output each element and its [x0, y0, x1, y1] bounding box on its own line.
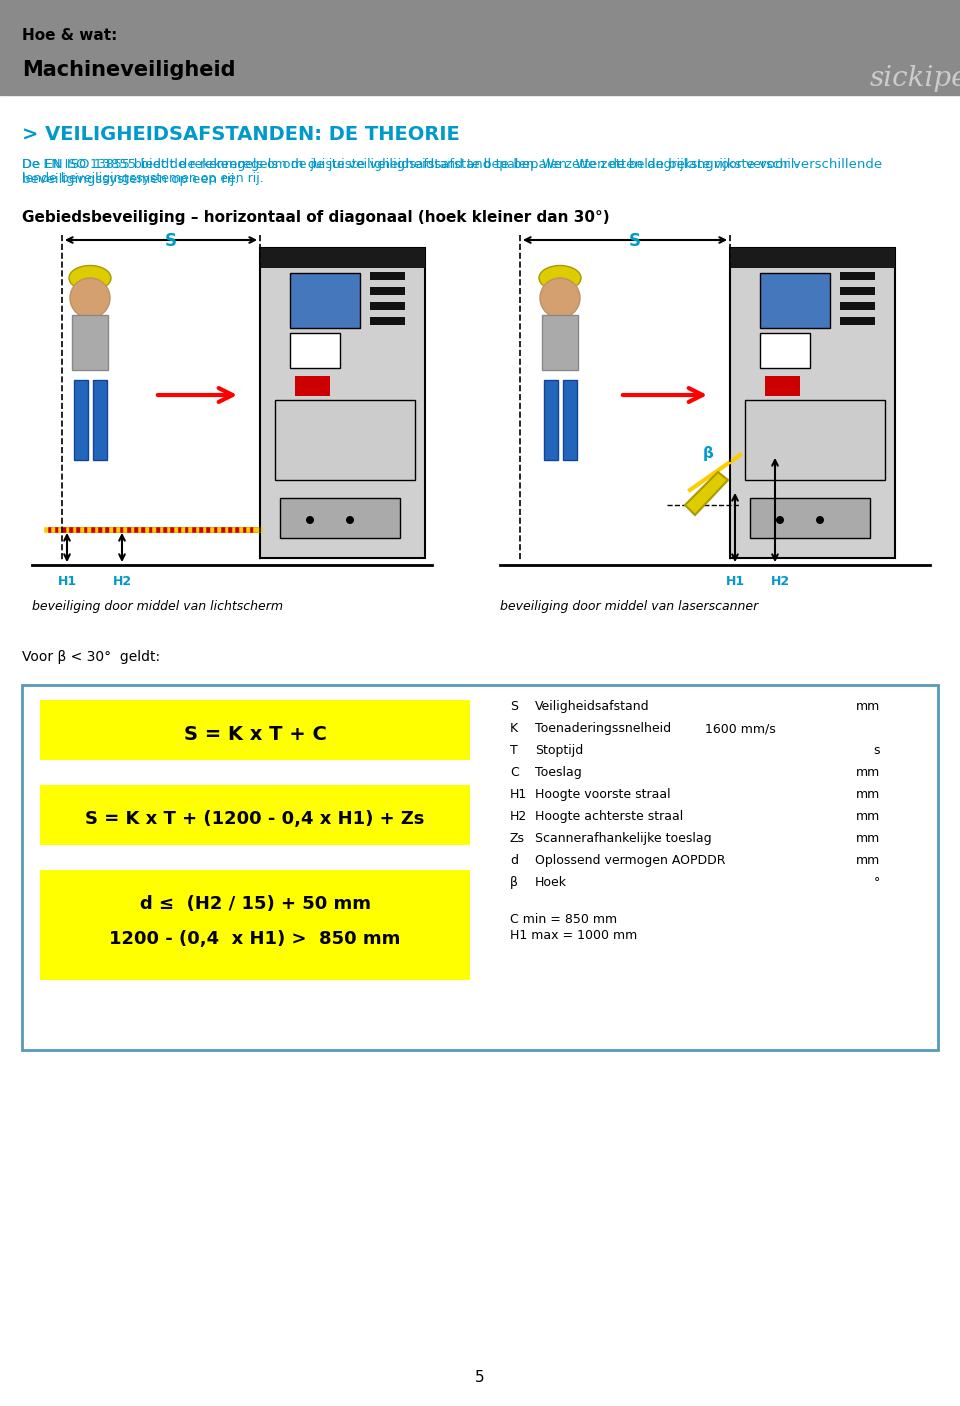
Bar [563, 380, 577, 460]
Bar [370, 302, 405, 309]
Text: C min = 850 mm: C min = 850 mm [510, 912, 617, 927]
Circle shape [346, 516, 354, 524]
Text: Hoogte achterste straal: Hoogte achterste straal [535, 810, 684, 823]
Text: De EN ISO 13855 biedt de rekenregels om de juiste veiligheidsafstand te bepalen.: De EN ISO 13855 biedt de rekenregels om … [22, 157, 799, 172]
Text: mm: mm [855, 853, 880, 868]
Bar [840, 302, 875, 309]
Text: Oplossend vermogen AOPDDR: Oplossend vermogen AOPDDR [535, 853, 726, 868]
Text: mm: mm [855, 832, 880, 845]
Bar [840, 271, 875, 280]
Bar [280, 498, 400, 538]
Text: Hoogte voorste straal: Hoogte voorste straal [535, 787, 671, 801]
Bar [542, 315, 578, 370]
Ellipse shape [69, 266, 111, 291]
Text: Zs: Zs [510, 832, 525, 845]
Bar [370, 316, 405, 325]
Circle shape [816, 516, 824, 524]
Text: 1600 mm/s: 1600 mm/s [705, 723, 776, 735]
Bar [370, 287, 405, 295]
Bar [295, 375, 330, 396]
Bar [370, 271, 405, 280]
Bar [760, 273, 830, 328]
Text: °: ° [874, 876, 880, 889]
Text: lende beveiligingssystemen op een rij.: lende beveiligingssystemen op een rij. [22, 172, 264, 186]
Bar [40, 870, 470, 980]
Text: Voor β < 30°  geldt:: Voor β < 30° geldt: [22, 650, 160, 664]
Text: S: S [510, 700, 518, 713]
FancyBboxPatch shape [22, 685, 938, 1050]
Text: mm: mm [855, 810, 880, 823]
Bar [544, 380, 558, 460]
Circle shape [70, 278, 110, 318]
Text: > VEILIGHEIDSAFSTANDEN: DE THEORIE: > VEILIGHEIDSAFSTANDEN: DE THEORIE [22, 125, 460, 143]
Text: S = K x T + C: S = K x T + C [183, 725, 326, 744]
Text: s: s [874, 744, 880, 756]
Text: d ≤  (H2 / 15) + 50 mm: d ≤ (H2 / 15) + 50 mm [139, 896, 371, 912]
Bar [40, 700, 470, 761]
Text: mm: mm [855, 787, 880, 801]
Bar [290, 333, 340, 368]
Text: 5: 5 [475, 1369, 485, 1385]
Bar [260, 247, 425, 558]
Bar [730, 247, 895, 269]
Bar [290, 273, 360, 328]
Text: H1: H1 [58, 575, 77, 588]
Bar [0, 0, 960, 96]
Text: β: β [703, 446, 714, 461]
Text: H2: H2 [510, 810, 527, 823]
Bar [745, 399, 885, 479]
Circle shape [540, 278, 580, 318]
Text: H1: H1 [510, 787, 527, 801]
Bar [760, 333, 810, 368]
Text: Stoptijd: Stoptijd [535, 744, 584, 756]
Text: C: C [510, 766, 518, 779]
Text: beveiliging door middel van laserscanner: beveiliging door middel van laserscanner [500, 600, 758, 613]
Text: d: d [510, 853, 518, 868]
Text: De EN ISO 13855 biedt de rekenregels om de juiste veiligheidsafstand te bepalen.: De EN ISO 13855 biedt de rekenregels om … [22, 157, 882, 186]
Text: Gebiedsbeveiliging – horizontaal of diagonaal (hoek kleiner dan 30°): Gebiedsbeveiliging – horizontaal of diag… [22, 209, 610, 225]
Text: Veiligheidsafstand: Veiligheidsafstand [535, 700, 650, 713]
Text: S: S [165, 232, 177, 250]
Text: Toenaderingssnelheid: Toenaderingssnelheid [535, 723, 671, 735]
Text: 1200 - (0,4  x H1) >  850 mm: 1200 - (0,4 x H1) > 850 mm [109, 929, 400, 948]
Text: Scannerafhankelijke toeslag: Scannerafhankelijke toeslag [535, 832, 711, 845]
Text: H1 max = 1000 mm: H1 max = 1000 mm [510, 929, 637, 942]
Bar [730, 247, 895, 558]
Text: Machineveiligheid: Machineveiligheid [22, 60, 235, 80]
Text: mm: mm [855, 766, 880, 779]
Circle shape [306, 516, 314, 524]
Bar [750, 498, 870, 538]
Text: H2: H2 [771, 575, 789, 588]
Bar [93, 380, 107, 460]
Text: H2: H2 [112, 575, 132, 588]
Text: K: K [510, 723, 518, 735]
Text: S = K x T + (1200 - 0,4 x H1) + Zs: S = K x T + (1200 - 0,4 x H1) + Zs [85, 810, 424, 828]
Bar [74, 380, 88, 460]
Text: beveiliging door middel van lichtscherm: beveiliging door middel van lichtscherm [32, 600, 283, 613]
Text: T: T [510, 744, 517, 756]
Bar [275, 399, 415, 479]
Bar [72, 315, 108, 370]
Ellipse shape [539, 266, 581, 291]
Bar [840, 287, 875, 295]
Circle shape [776, 516, 784, 524]
Text: mm: mm [855, 700, 880, 713]
Text: Toeslag: Toeslag [535, 766, 582, 779]
Text: β: β [510, 876, 518, 889]
Text: Hoek: Hoek [535, 876, 567, 889]
Bar [765, 375, 800, 396]
Text: Hoe & wat:: Hoe & wat: [22, 28, 117, 44]
Text: sickipedia: sickipedia [870, 65, 960, 91]
Text: S: S [629, 232, 641, 250]
Bar [40, 785, 470, 845]
Bar [260, 247, 425, 269]
Bar [840, 316, 875, 325]
Text: H1: H1 [726, 575, 745, 588]
Polygon shape [685, 472, 728, 515]
